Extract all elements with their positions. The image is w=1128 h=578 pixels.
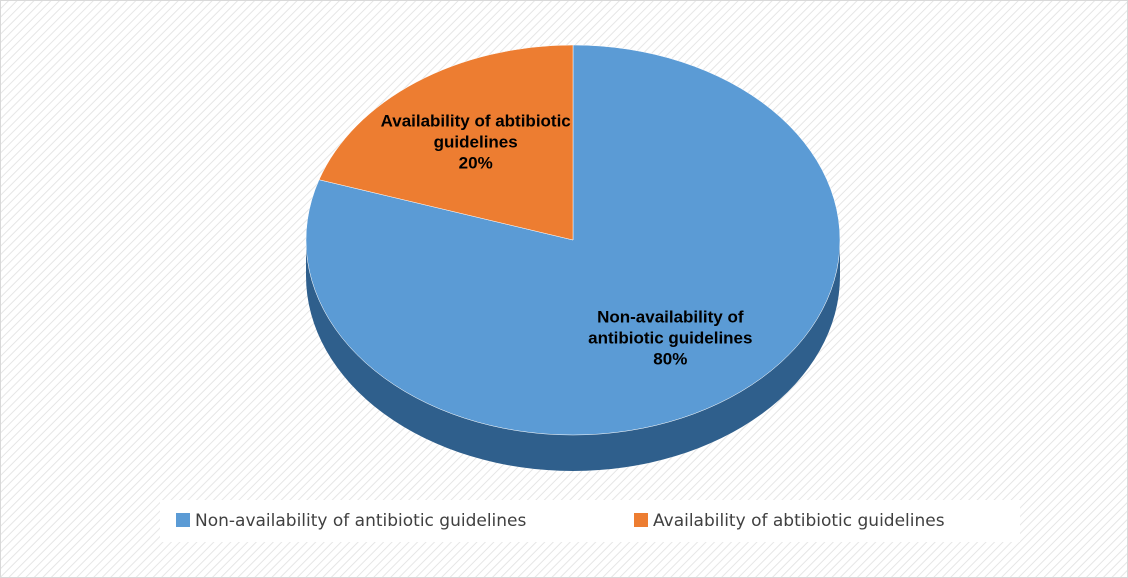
legend-swatch [634, 513, 648, 527]
legend-label: Availability of abtibiotic guidelines [653, 511, 945, 531]
data-label-value: 80% [653, 349, 688, 369]
legend-swatch [176, 513, 190, 527]
data-label-category: Availability of abtibiotic guidelines [380, 111, 571, 152]
legend-background [160, 500, 1020, 542]
legend: Non-availability of antibiotic guideline… [176, 511, 945, 531]
pie-slice [318, 44, 574, 241]
data-label-category: Non-availability of antibiotic guideline… [588, 307, 753, 348]
legend-label: Non-availability of antibiotic guideline… [195, 511, 527, 531]
data-label: Availability of abtibiotic guidelines 20% [366, 111, 586, 174]
pie-side [306, 240, 840, 471]
data-label-value: 20% [458, 153, 493, 173]
data-label: Non-availability of antibiotic guideline… [560, 306, 780, 369]
pie [305, 44, 841, 471]
